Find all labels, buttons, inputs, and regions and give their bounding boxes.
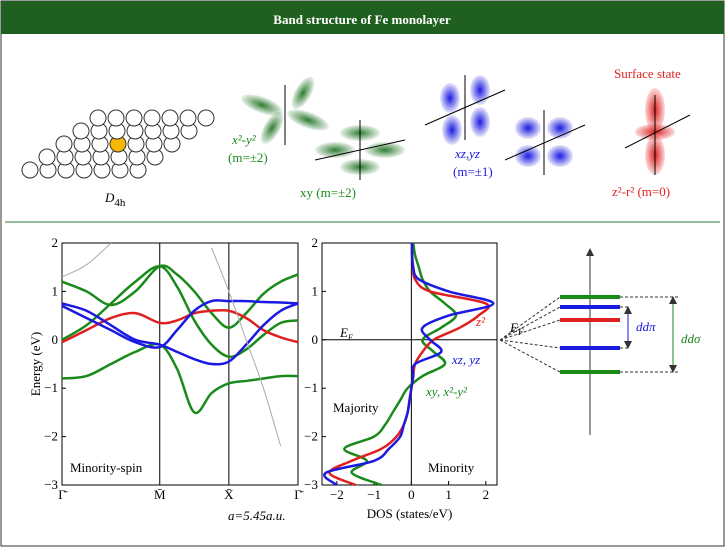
x-tick-label: −2 xyxy=(330,487,344,502)
orbital-label: x²-y² xyxy=(231,132,257,147)
annotation: a=5.45a.u. xyxy=(228,508,286,523)
y-tick-label: 1 xyxy=(52,283,59,298)
atom xyxy=(90,110,106,126)
title: Band structure of Fe monolayer xyxy=(273,12,451,27)
atom xyxy=(180,110,196,126)
annotation: Minority-spin xyxy=(70,460,143,475)
x-tick-label: −1 xyxy=(367,487,381,502)
ddsigma-label: ddσ xyxy=(681,331,701,346)
band xyxy=(62,266,298,357)
band xyxy=(212,248,281,446)
lattice xyxy=(22,110,214,178)
annotation: Majority xyxy=(333,400,379,415)
plot-frame xyxy=(62,243,298,485)
y-tick-label: −2 xyxy=(44,429,58,444)
atom xyxy=(22,162,38,178)
atom xyxy=(39,149,55,165)
orbital-label: Surface state xyxy=(614,66,681,81)
y-tick-label: 1 xyxy=(312,283,319,298)
x-tick-label: Γ̄ xyxy=(294,487,304,502)
series-label: xz, yz xyxy=(451,352,480,367)
x-tick-label: 0 xyxy=(408,487,415,502)
atom xyxy=(144,110,160,126)
orbital-label: xz,yz xyxy=(454,146,480,161)
level-diagram xyxy=(500,252,680,435)
atom xyxy=(56,136,72,152)
y-tick-label: 2 xyxy=(312,235,319,250)
x-tick-label: 2 xyxy=(483,487,490,502)
annotation: Minority xyxy=(428,460,475,475)
y-tick-label: 0 xyxy=(52,332,59,347)
orbital-yz xyxy=(505,110,585,175)
y-tick-label: −1 xyxy=(44,380,58,395)
orbital-label: z²-r² (m=0) xyxy=(612,184,670,199)
y-axis-label: Energy (eV) xyxy=(28,332,43,396)
x-axis-label: DOS (states/eV) xyxy=(367,506,453,521)
atom xyxy=(162,110,178,126)
orbital-label: (m=±1) xyxy=(453,164,493,179)
orbital-z2 xyxy=(625,88,690,175)
y-tick-label: 0 xyxy=(312,332,319,347)
orbital-label: xy (m=±2) xyxy=(300,185,356,200)
y-tick-label: −1 xyxy=(304,380,318,395)
lattice-label: D4h xyxy=(104,190,126,209)
series-label: z² xyxy=(475,314,486,329)
band xyxy=(62,243,111,277)
orbital-label: (m=±2) xyxy=(228,150,268,165)
fermi-label: EF xyxy=(509,320,524,337)
slide: Band structure of Fe monolayer D4h x²-y²… xyxy=(0,0,725,547)
y-tick-label: −2 xyxy=(304,429,318,444)
orbital-xy xyxy=(315,120,405,180)
series-label: xy, x²-y² xyxy=(425,384,468,399)
band xyxy=(62,300,298,347)
x-tick-label: X̄ xyxy=(224,487,234,502)
atom xyxy=(108,110,124,126)
ddpi-label: ddπ xyxy=(636,319,656,334)
x-tick-label: M̄ xyxy=(154,487,166,502)
y-tick-label: 2 xyxy=(52,235,59,250)
band xyxy=(344,243,456,485)
atom xyxy=(126,110,142,126)
y-tick-label: −3 xyxy=(44,477,58,492)
x-tick-label: Γ̄ xyxy=(58,487,68,502)
orbital-xz xyxy=(425,75,505,145)
x-tick-label: 1 xyxy=(445,487,452,502)
atom xyxy=(73,123,89,139)
atom xyxy=(198,110,214,126)
y-tick-label: −3 xyxy=(304,477,318,492)
band xyxy=(62,304,298,365)
